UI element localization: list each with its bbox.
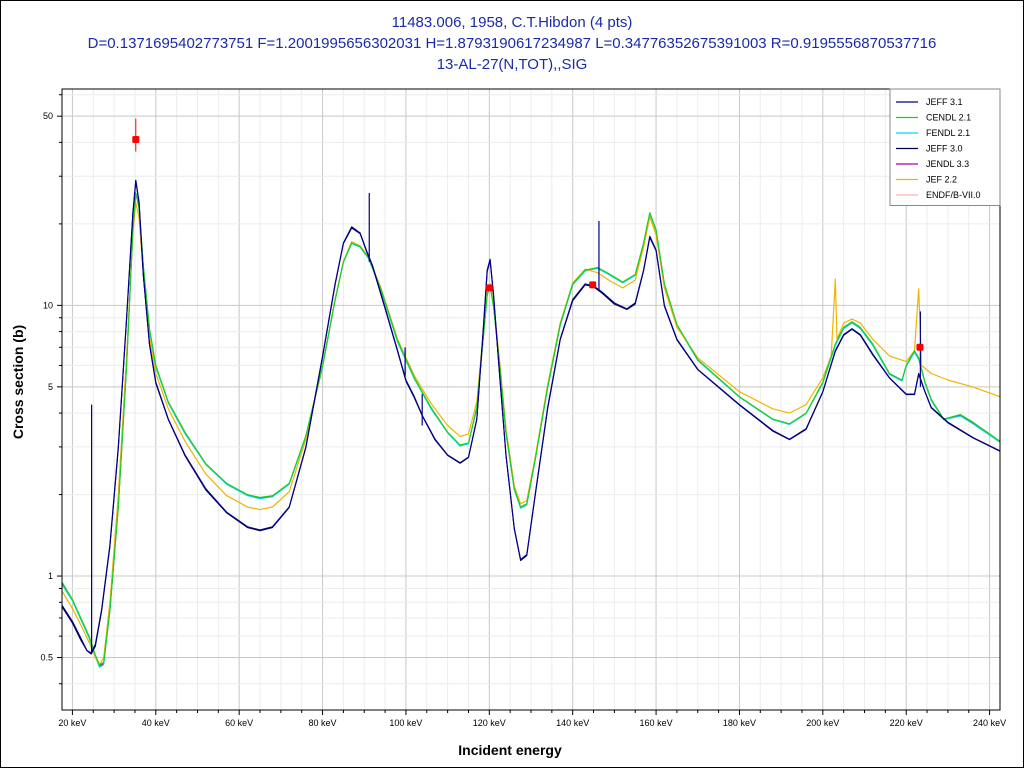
chart-title-line3: 13-AL-27(N,TOT),,SIG (436, 56, 588, 73)
legend: JEFF 3.1 CENDL 2.1 FENDL 2.1 JEFF 3.0 JENDL … (889, 88, 1001, 206)
experimental-points (132, 118, 924, 351)
x-tick-label: 140 keV (556, 718, 589, 728)
data-point (485, 284, 493, 292)
legend-box (889, 88, 1001, 206)
chart-title-line1: 11483.006, 1958, C.T.Hibdon (4 pts) (391, 14, 633, 31)
grid (62, 89, 1000, 710)
x-tick-label: 220 keV (890, 718, 923, 728)
x-tick-label: 240 keV (973, 718, 1006, 728)
y-tick-label: 50 (43, 111, 53, 121)
x-tick-label: 20 keV (58, 718, 86, 728)
series-layer (61, 179, 1001, 668)
legend-entry: JEFF 3.1 (926, 97, 963, 107)
data-point (916, 343, 924, 351)
legend-entry: FENDL 2.1 (926, 128, 970, 138)
legend-entry: ENDF/B-VII.0 (926, 190, 981, 200)
axis-ticks: 20 keV 40 keV 60 keV 80 keV 100 keV 120 keV 14… (40, 94, 1006, 728)
y-tick-label: 1 (48, 571, 53, 581)
y-tick-label: 10 (43, 300, 53, 310)
y-axis-label: Cross section (b) (10, 325, 26, 439)
legend-entry: JENDL 3.3 (926, 159, 969, 169)
series-line-jeff-3-1 (61, 179, 1001, 654)
y-tick-label: 5 (48, 382, 53, 392)
series-line-cendl-2-1 (61, 192, 1001, 666)
legend-entry: CENDL 2.1 (926, 113, 971, 123)
x-axis-label: Incident energy (458, 742, 562, 758)
x-tick-label: 200 keV (806, 718, 839, 728)
legend-entry: JEF 2.2 (926, 175, 957, 185)
data-point (132, 135, 140, 143)
x-tick-label: 60 keV (225, 718, 253, 728)
x-tick-label: 100 keV (389, 718, 422, 728)
legend-entry: JEFF 3.0 (926, 144, 963, 154)
x-tick-label: 120 keV (473, 718, 506, 728)
x-tick-label: 80 keV (309, 718, 337, 728)
x-tick-label: 160 keV (640, 718, 673, 728)
x-tick-label: 40 keV (142, 718, 170, 728)
y-tick-label: 0.5 (40, 653, 53, 663)
chart-title-line2: D=0.1371695402773751 F=1.200199565630203… (87, 35, 937, 52)
data-point (589, 281, 597, 289)
x-tick-label: 180 keV (723, 718, 756, 728)
